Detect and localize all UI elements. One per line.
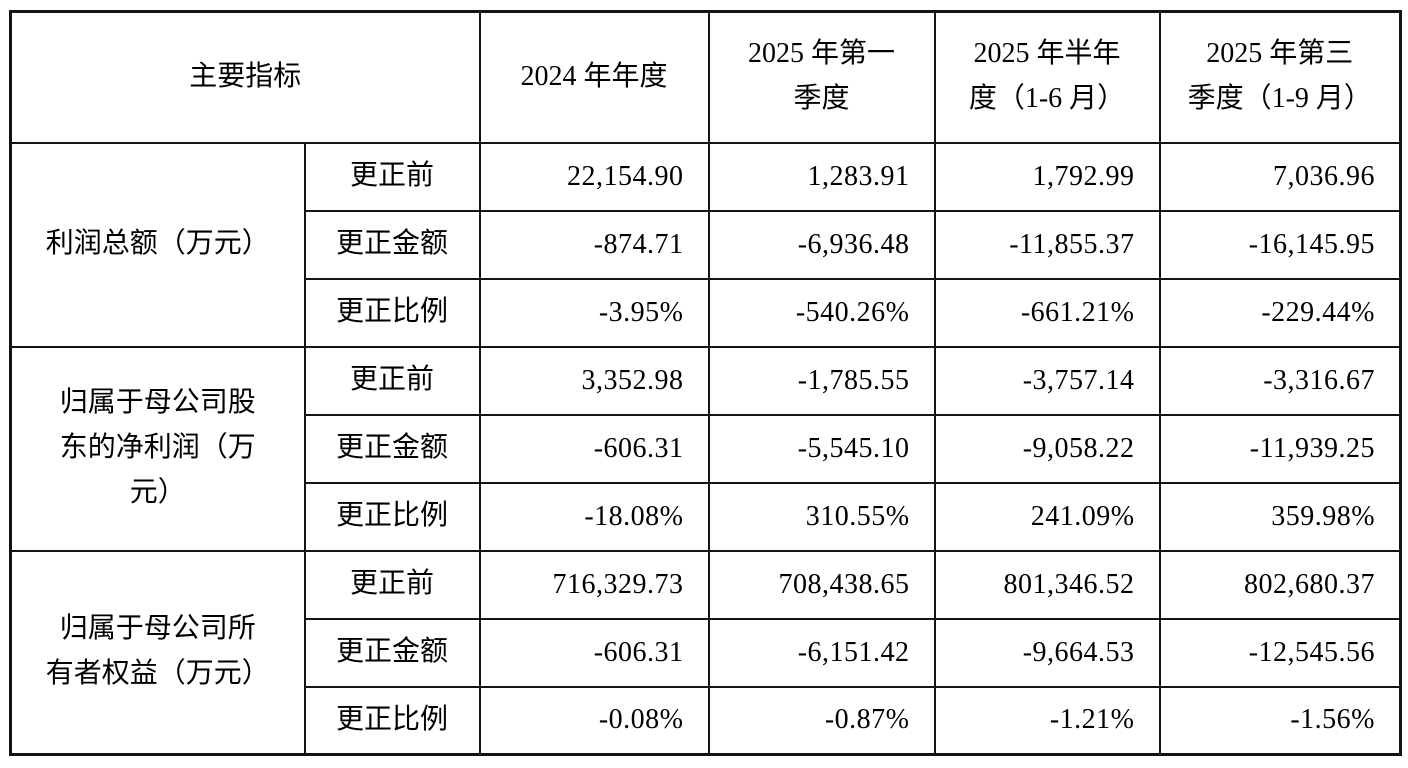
header-period-2025-q1: 2025 年第一 季度: [707, 10, 936, 144]
table-header-row: 主要指标 2024 年年度 2025 年第一 季度 2025 年半年 度（1-6…: [9, 10, 1402, 144]
value-cell: 3,352.98: [478, 345, 710, 416]
value-cell: -16,145.95: [1158, 209, 1402, 280]
value-cell: -661.21%: [933, 277, 1161, 348]
value-cell: -540.26%: [707, 277, 936, 348]
value-cell: 22,154.90: [478, 141, 710, 212]
value-cell: -11,939.25: [1158, 413, 1402, 484]
table-row: 更正比例 -3.95% -540.26% -661.21% -229.44%: [11, 277, 1402, 348]
value-cell: -229.44%: [1158, 277, 1402, 348]
value-cell: -606.31: [478, 413, 710, 484]
table-row: 利润总额（万元） 更正前 22,154.90 1,283.91 1,792.99…: [9, 141, 1402, 348]
row-type-label: 更正前: [303, 345, 481, 416]
value-cell: -3,316.67: [1158, 345, 1402, 416]
value-cell: 1,792.99: [933, 141, 1161, 212]
value-cell: 802,680.37: [1158, 549, 1402, 620]
value-cell: 708,438.65: [707, 549, 936, 620]
group-label-owners-equity: 归属于母公司所 有者权益（万元）: [9, 549, 306, 756]
value-cell: -1.21%: [933, 685, 1161, 756]
group-label-total-profit: 利润总额（万元）: [9, 141, 306, 348]
value-cell: -874.71: [478, 209, 710, 280]
value-cell: -3,757.14: [933, 345, 1161, 416]
table-row: 更正金额 -606.31 -5,545.10 -9,058.22 -11,939…: [11, 413, 1402, 484]
group-label-net-profit: 归属于母公司股 东的净利润（万 元）: [9, 345, 306, 552]
value-cell: 310.55%: [707, 481, 936, 552]
value-cell: 241.09%: [933, 481, 1161, 552]
value-cell: -0.87%: [707, 685, 936, 756]
value-cell: -5,545.10: [707, 413, 936, 484]
value-cell: -18.08%: [478, 481, 710, 552]
row-type-label: 更正比例: [303, 685, 481, 756]
row-type-label: 更正前: [303, 549, 481, 620]
value-cell: -9,664.53: [933, 617, 1161, 688]
table-row: 更正比例 -0.08% -0.87% -1.21% -1.56%: [11, 685, 1402, 756]
header-period-2025-h1: 2025 年半年 度（1-6 月）: [933, 10, 1161, 144]
row-type-label: 更正前: [303, 141, 481, 212]
row-type-label: 更正比例: [303, 481, 481, 552]
row-type-label: 更正金额: [303, 413, 481, 484]
table-row: 更正金额 -874.71 -6,936.48 -11,855.37 -16,14…: [11, 209, 1402, 280]
value-cell: -3.95%: [478, 277, 710, 348]
header-period-2025-q3: 2025 年第三 季度（1-9 月）: [1158, 10, 1402, 144]
value-cell: -6,151.42: [707, 617, 936, 688]
value-cell: 1,283.91: [707, 141, 936, 212]
row-type-label: 更正金额: [303, 617, 481, 688]
value-cell: -12,545.56: [1158, 617, 1402, 688]
value-cell: -1,785.55: [707, 345, 936, 416]
value-cell: 7,036.96: [1158, 141, 1402, 212]
row-type-label: 更正金额: [303, 209, 481, 280]
value-cell: 359.98%: [1158, 481, 1402, 552]
table-row: 更正比例 -18.08% 310.55% 241.09% 359.98%: [11, 481, 1402, 552]
value-cell: -9,058.22: [933, 413, 1161, 484]
value-cell: -0.08%: [478, 685, 710, 756]
table-row: 归属于母公司股 东的净利润（万 元） 更正前 3,352.98 -1,785.5…: [9, 345, 1402, 552]
financial-correction-table: 主要指标 2024 年年度 2025 年第一 季度 2025 年半年 度（1-6…: [9, 10, 1403, 756]
value-cell: -11,855.37: [933, 209, 1161, 280]
header-main-indicator: 主要指标: [9, 10, 481, 144]
header-period-2024: 2024 年年度: [478, 10, 710, 144]
value-cell: 716,329.73: [478, 549, 710, 620]
row-type-label: 更正比例: [303, 277, 481, 348]
value-cell: -1.56%: [1158, 685, 1402, 756]
table-row: 更正金额 -606.31 -6,151.42 -9,664.53 -12,545…: [11, 617, 1402, 688]
value-cell: -6,936.48: [707, 209, 936, 280]
value-cell: -606.31: [478, 617, 710, 688]
table-row: 归属于母公司所 有者权益（万元） 更正前 716,329.73 708,438.…: [9, 549, 1402, 756]
value-cell: 801,346.52: [933, 549, 1161, 620]
